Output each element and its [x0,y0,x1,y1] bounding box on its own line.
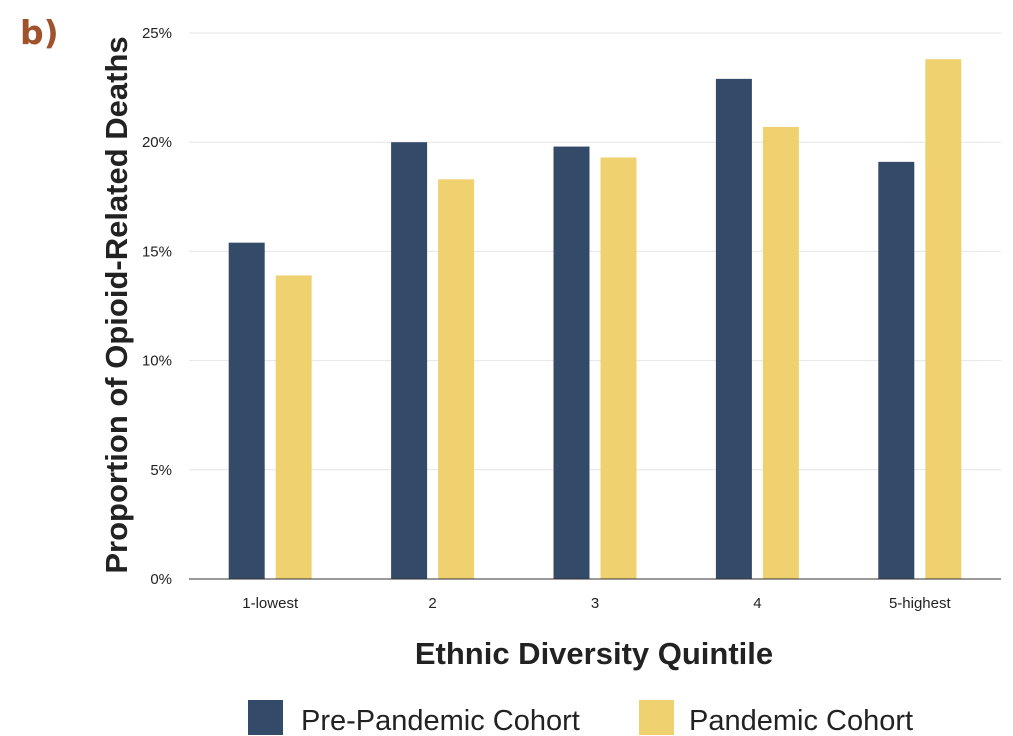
bar-pandemic-4 [762,126,799,580]
x-tick-label: 2 [428,595,436,612]
bar-pre-pandemic-5 [878,161,915,579]
bar-pandemic-3 [600,157,637,579]
x-tick-label: 4 [753,595,761,612]
y-tick-label: 0% [150,571,172,588]
bar-pre-pandemic-1 [228,242,265,579]
y-tick-label: 15% [142,243,172,260]
legend-label: Pre-Pandemic Cohort [301,705,580,736]
x-tick-label: 5-highest [889,595,952,612]
legend-label: Pandemic Cohort [689,705,913,736]
x-tick-label: 3 [591,595,599,612]
bars [228,59,962,580]
y-tick-label: 20% [142,134,172,151]
x-tick-label: 1-lowest [242,595,299,612]
y-tick-labels: 0% 5% 10% 15% 20% 25% [142,25,172,588]
bar-pandemic-2 [438,179,475,579]
panel-label: b) [20,13,59,52]
y-tick-label: 25% [142,25,172,42]
bar-pandemic-5 [925,59,962,579]
legend: Pre-Pandemic Cohort Pandemic Cohort [248,700,913,736]
y-tick-label: 5% [150,462,172,479]
gridlines [189,32,1001,471]
y-axis-title: Proportion of Opioid-Related Deaths [99,36,134,573]
bar-pre-pandemic-4 [715,78,752,579]
legend-swatch-pandemic [639,700,674,735]
bar-pre-pandemic-2 [391,142,428,579]
legend-swatch-pre-pandemic [248,700,283,735]
bar-pandemic-1 [275,275,312,579]
x-tick-labels: 1-lowest 2 3 4 5-highest [242,595,951,612]
y-tick-label: 10% [142,353,172,370]
x-axis-title: Ethnic Diversity Quintile [415,636,773,671]
bar-pre-pandemic-3 [553,146,590,579]
